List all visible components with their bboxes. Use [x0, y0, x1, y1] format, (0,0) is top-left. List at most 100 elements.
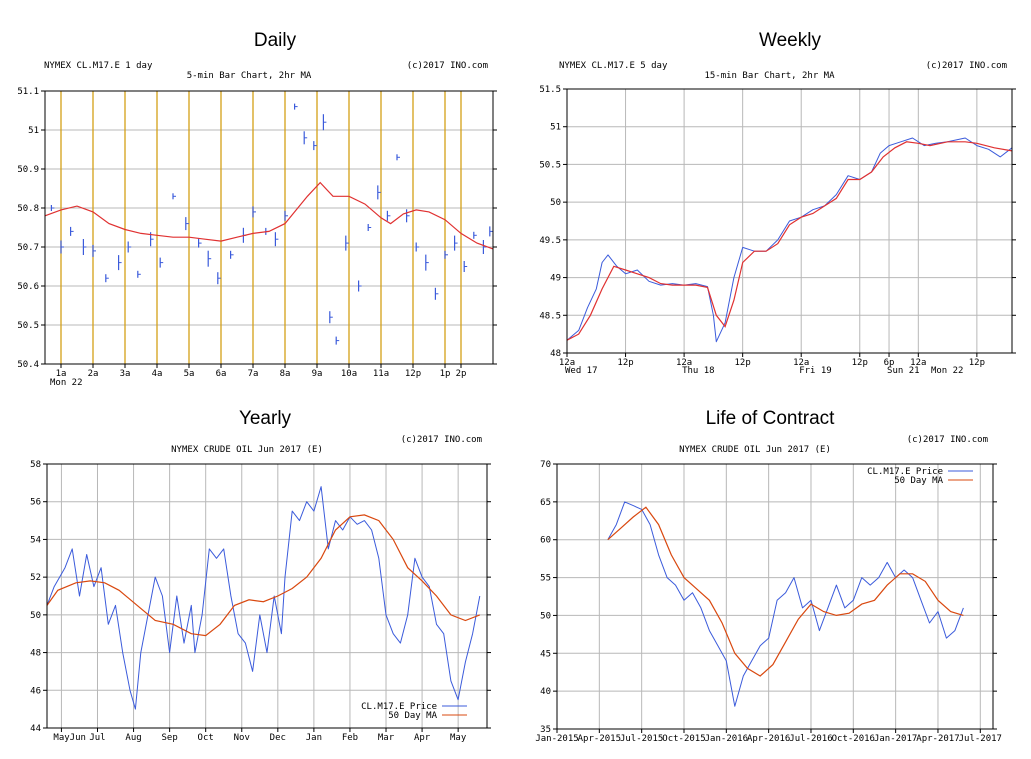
yearly-legend-ma-label: 50 Day MA [388, 711, 437, 721]
life-of-contract-title: Life of Contract [705, 408, 835, 429]
life-header-title: NYMEX CRUDE OIL Jun 2017 (E) [679, 445, 831, 455]
life-x-tick-label: Oct-2016 [832, 734, 875, 744]
life-x-tick-label: Jan-2017 [874, 734, 917, 744]
yearly-x-tick-label: Oct [198, 733, 214, 743]
life-y-tick-label: 45 [540, 649, 551, 659]
life-x-tick-label: Jan-2015 [535, 734, 578, 744]
weekly-x-date-label: Sun 21 [887, 366, 920, 376]
yearly-x-tick-label: May [450, 733, 467, 743]
yearly-ma-line [46, 514, 481, 637]
weekly-y-tick-label: 49 [550, 274, 561, 284]
life-copyright: (c)2017 INO.com [907, 435, 988, 445]
daily-x-tick-label: 7a [248, 369, 259, 379]
yearly-y-tick-label: 50 [30, 611, 41, 621]
daily-y-tick-label: 50.4 [17, 360, 39, 370]
life-ma-line [607, 506, 964, 677]
yearly-x-tick-label: Jul [89, 733, 105, 743]
life-y-tick-label: 55 [540, 574, 551, 584]
daily-y-tick-label: 51.1 [17, 87, 39, 97]
yearly-y-tick-label: 52 [30, 573, 41, 583]
weekly-header-symbol: NYMEX CL.M17.E 5 day [559, 61, 668, 71]
daily-x-tick-label: 9a [312, 369, 323, 379]
daily-x-tick-label: 8a [280, 369, 291, 379]
life-y-tick-label: 50 [540, 611, 551, 621]
daily-x-tick-label: 3a [120, 369, 131, 379]
daily-copyright: (c)2017 INO.com [407, 61, 488, 71]
weekly-x-tick-label: 12a [910, 358, 926, 368]
daily-x-tick-label: 10a [341, 369, 357, 379]
weekly-title: Weekly [759, 30, 821, 51]
life-of-contract-chart: NYMEX CRUDE OIL Jun 2017 (E) (c)2017 INO.… [535, 435, 1002, 744]
life-price-line [607, 501, 964, 707]
yearly-x-tick-label: Jan [306, 733, 322, 743]
weekly-y-tick-label: 51 [550, 123, 561, 133]
life-x-tick-label: Oct-2015 [662, 734, 705, 744]
yearly-price-line [46, 486, 481, 710]
weekly-x-tick-label: 12a [559, 358, 575, 368]
weekly-y-tick-label: 48 [550, 349, 561, 359]
daily-plot-frame [44, 90, 494, 365]
daily-ma-line [44, 181, 494, 250]
weekly-y-tick-label: 51.5 [539, 85, 561, 95]
daily-x-tick-label: 5a [184, 369, 195, 379]
weekly-chart: NYMEX CL.M17.E 5 day 15-min Bar Chart, 2h… [539, 61, 1016, 376]
yearly-x-tick-label: Nov [234, 733, 250, 743]
yearly-x-tick-label: Feb [342, 733, 358, 743]
life-y-tick-label: 65 [540, 498, 551, 508]
life-x-tick-label: Apr-2016 [747, 734, 790, 744]
yearly-x-tick-label: Aug [125, 733, 141, 743]
life-x-tick-label: Jul-2017 [959, 734, 1002, 744]
daily-x-tick-label: 1p [440, 369, 451, 379]
daily-chart-panel: Daily NYMEX CL.M17.E 1 day 5-min Bar Char… [0, 0, 515, 388]
yearly-x-tick-label: Sep [161, 733, 177, 743]
yearly-plot-frame [46, 463, 488, 729]
weekly-y-tick-label: 49.5 [539, 236, 561, 246]
daily-x-tick-label: 2p [456, 369, 467, 379]
yearly-y-tick-label: 58 [30, 460, 41, 470]
yearly-y-tick-label: 56 [30, 498, 41, 508]
weekly-x-date-label: Fri 19 [799, 366, 832, 376]
weekly-x-tick-label: 12p [617, 358, 633, 368]
daily-y-tick-label: 50.9 [17, 165, 39, 175]
yearly-title: Yearly [238, 408, 292, 429]
life-y-tick-label: 35 [540, 725, 551, 735]
weekly-x-tick-label: 12p [852, 358, 868, 368]
daily-x-tick-label: 6a [216, 369, 227, 379]
daily-x-tick-label: 2a [88, 369, 99, 379]
yearly-y-tick-label: 48 [30, 649, 41, 659]
weekly-plot-frame [566, 88, 1013, 354]
daily-x-tick-label: 4a [152, 369, 163, 379]
daily-y-tick-label: 50.8 [17, 204, 39, 214]
weekly-x-tick-label: 12p [735, 358, 751, 368]
life-legend-ma-label: 50 Day MA [894, 476, 943, 486]
yearly-x-tick-label: Apr [414, 733, 431, 743]
yearly-y-tick-label: 46 [30, 686, 41, 696]
yearly-x-tick-label: Dec [270, 733, 286, 743]
yearly-legend-price-label: CL.M17.E Price [361, 702, 437, 712]
yearly-chart-panel: Yearly NYMEX CRUDE OIL Jun 2017 (E) (c)20… [0, 380, 515, 759]
yearly-y-tick-label: 44 [30, 724, 41, 734]
life-of-contract-chart-panel: Life of Contract NYMEX CRUDE OIL Jun 201… [515, 380, 1031, 759]
life-y-tick-label: 40 [540, 687, 551, 697]
weekly-header-subtitle: 15-min Bar Chart, 2hr MA [704, 71, 835, 81]
daily-header-symbol: NYMEX CL.M17.E 1 day [44, 61, 153, 71]
weekly-y-tick-label: 50 [550, 198, 561, 208]
daily-y-tick-label: 50.7 [17, 243, 39, 253]
weekly-x-tick-label: 12a [676, 358, 692, 368]
daily-x-tick-label: 11a [373, 369, 389, 379]
yearly-chart: NYMEX CRUDE OIL Jun 2017 (E) (c)2017 INO.… [30, 435, 491, 743]
life-x-tick-label: Jul-2015 [620, 734, 663, 744]
weekly-x-date-label: Thu 18 [682, 366, 715, 376]
daily-x-tick-label: 12p [405, 369, 421, 379]
daily-chart: NYMEX CL.M17.E 1 day 5-min Bar Chart, 2hr… [17, 61, 497, 388]
weekly-chart-panel: Weekly NYMEX CL.M17.E 5 day 15-min Bar Ch… [515, 0, 1031, 380]
weekly-x-date-label: Wed 17 [565, 366, 598, 376]
weekly-x-tick-label: 6p [884, 358, 895, 368]
yearly-x-tick-label: Mar [378, 733, 395, 743]
yearly-y-tick-label: 54 [30, 535, 41, 545]
daily-title: Daily [253, 30, 297, 51]
yearly-header-title: NYMEX CRUDE OIL Jun 2017 (E) [171, 445, 323, 455]
daily-x-tick-label: 1a [56, 369, 67, 379]
daily-x-date-label: Mon 22 [50, 378, 83, 388]
life-legend-price-label: CL.M17.E Price [867, 467, 943, 477]
